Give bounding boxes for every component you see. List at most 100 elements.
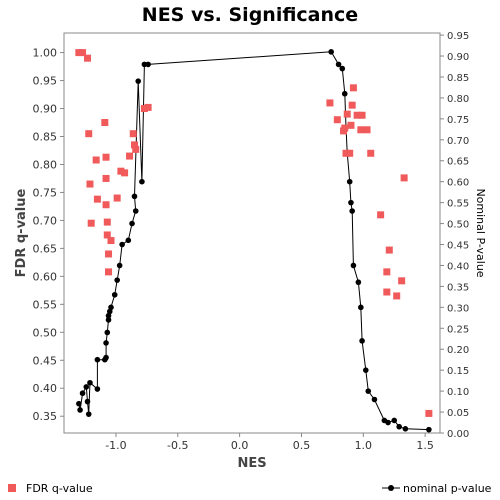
nominal-p-value-point (111, 291, 118, 298)
y-right-tick-label: 0.50 (447, 220, 469, 231)
y-right-tick-label: 0.25 (447, 324, 469, 335)
plot-frame (63, 32, 441, 434)
nominal-p-value-point (85, 411, 92, 417)
nominal-p-value-point (108, 304, 114, 311)
y-left-tick-label: 0.55 (33, 298, 58, 311)
nominal-p-value-point (358, 304, 364, 311)
fdr-q-value-point (377, 211, 385, 219)
fdr-q-value-point (103, 218, 111, 226)
fdr-q-value-point (425, 409, 433, 417)
y-right-tick-label: 0.90 (447, 52, 469, 63)
y-right-tick-label: 0.95 (447, 31, 469, 42)
nominal-p-value-point (135, 78, 142, 84)
nominal-p-value-point (371, 396, 378, 403)
fdr-q-value-point (140, 105, 148, 113)
fdr-q-value-point (385, 246, 393, 254)
chart-title: NES vs. Significance (142, 4, 358, 26)
nominal-p-value-point (339, 65, 346, 72)
fdr-q-value-point (383, 268, 391, 276)
nominal-p-value-point (391, 417, 398, 424)
nominal-p-value-point (335, 61, 342, 68)
nominal-p-value-point (341, 90, 348, 97)
y-right-tick-label: 0.65 (447, 157, 469, 168)
fdr-q-value-point (348, 101, 356, 109)
y-left-tick-label: 0.45 (33, 354, 58, 367)
fdr-q-value-point (383, 288, 391, 296)
fdr-q-value-point (353, 111, 361, 119)
fdr-q-value-point (105, 250, 113, 258)
fdr-q-value-point (84, 54, 91, 62)
nominal-p-value-point (94, 386, 101, 392)
x-tick-label: 0.5 (293, 439, 311, 452)
legend-square-marker (8, 484, 16, 492)
fdr-q-value-point (342, 149, 350, 157)
x-tick-label: 0.0 (231, 439, 249, 452)
y-left-tick-label: 0.50 (33, 326, 58, 339)
fdr-q-value-point (85, 130, 93, 138)
y-left-tick-label: 0.80 (33, 158, 58, 171)
y-right-tick-label: 0.60 (447, 178, 469, 189)
x-axis-label: NES (237, 456, 266, 471)
x-tick-label: 1.5 (416, 439, 434, 452)
fdr-q-value-series (75, 49, 433, 417)
fdr-q-value-point (343, 110, 351, 118)
nominal-p-value-point (76, 400, 82, 407)
fdr-q-value-point (333, 116, 341, 124)
fdr-q-value-point (132, 145, 140, 153)
fdr-q-value-point (358, 111, 366, 119)
nominal-p-value-point (145, 61, 151, 68)
nominal-p-value-point (83, 384, 90, 390)
nominal-p-value-point (359, 338, 365, 344)
y-left-tick-label: 0.70 (33, 214, 58, 227)
y-left-tick-label: 0.40 (33, 382, 58, 395)
fdr-q-value-point (87, 219, 95, 227)
nominal-p-value-point (103, 340, 109, 346)
nominal-p-value-point (365, 388, 372, 394)
y-left-tick-label: 0.35 (33, 410, 58, 423)
y-left-tick-label: 0.85 (33, 130, 58, 143)
y-right-tick-label: 0.45 (447, 241, 469, 252)
nominal-p-value-point (355, 279, 362, 286)
nominal-p-value-point (129, 220, 135, 227)
fdr-q-value-point (131, 141, 138, 149)
fdr-q-value-point (349, 84, 357, 92)
y-right-tick-label: 0.70 (447, 136, 469, 147)
y-right-tick-label: 0.20 (447, 345, 469, 356)
nominal-p-value-point (77, 407, 83, 413)
y-left-axis-label: FDR q-value (14, 188, 29, 277)
legend-label-nominal: nominal p-value (403, 482, 492, 495)
fdr-q-value-point (347, 121, 355, 129)
nominal-p-value-point (349, 208, 355, 214)
nominal-p-value-point (131, 193, 138, 200)
y-left-tick-label: 0.65 (33, 242, 58, 255)
fdr-q-value-point (400, 174, 408, 182)
nominal-p-value-point (426, 426, 432, 433)
y-right-tick-label: 0.35 (447, 282, 469, 293)
legend-item-fdr-q-value: FDR q-value (8, 482, 93, 495)
fdr-q-value-point (367, 149, 375, 157)
fdr-q-value-point (92, 156, 100, 164)
y-left-tick-label: 0.60 (33, 270, 58, 283)
nominal-p-value-point (328, 49, 334, 55)
nominal-p-value-point (346, 178, 353, 185)
fdr-q-value-point (346, 149, 354, 157)
fdr-q-value-point (102, 174, 110, 182)
x-axis: -1.0 -0.5 0.0 0.5 1.0 1.5 (105, 433, 434, 452)
fdr-q-value-point (113, 194, 121, 202)
y-right-axis: 0.00 0.05 0.10 0.15 0.20 0.25 0.30 0.35 0.40 0.45… (440, 31, 469, 440)
y-right-tick-label: 0.75 (447, 115, 469, 126)
fdr-q-value-point (144, 103, 152, 111)
fdr-q-value-point (341, 124, 349, 132)
legend-circle-marker (388, 485, 394, 491)
fdr-q-value-point (357, 126, 365, 134)
y-right-axis-label: Nominal P-value (474, 188, 487, 277)
fdr-q-value-point (107, 237, 115, 245)
fdr-q-value-point (102, 153, 110, 161)
y-left-tick-label: 0.95 (33, 75, 58, 88)
legend: FDR q-value nominal p-value (8, 482, 492, 495)
y-right-tick-label: 0.85 (447, 73, 469, 84)
y-right-tick-label: 0.05 (447, 408, 469, 419)
y-right-tick-label: 0.30 (447, 303, 469, 314)
nominal-p-value-point (396, 423, 402, 430)
y-left-axis: 0.35 0.40 0.45 0.50 0.55 0.60 0.65 0.70 0.75 0.80… (33, 47, 64, 423)
